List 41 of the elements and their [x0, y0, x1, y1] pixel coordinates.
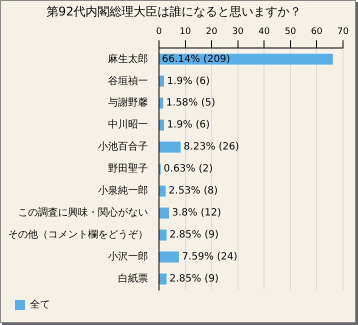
bar — [160, 120, 164, 131]
bar — [160, 252, 179, 263]
x-tick-label: 0 — [156, 27, 162, 38]
y-tick-label: 麻生太郎 — [108, 52, 148, 65]
data-label: 1.58% (5) — [166, 98, 216, 109]
x-tick-label: 30 — [232, 27, 244, 38]
bar — [160, 98, 164, 109]
data-label: 1.9% (6) — [166, 76, 210, 87]
y-tick-label: 与謝野馨 — [108, 96, 148, 109]
x-tick-label: 10 — [180, 27, 192, 38]
bar — [160, 274, 166, 285]
y-tick-label: 野田聖子 — [108, 162, 148, 175]
y-tick-label: 小池百合子 — [98, 140, 148, 153]
y-tick-label: その他（コメント欄をどうぞ） — [8, 228, 148, 241]
data-label: 3.8% (12) — [172, 208, 222, 219]
y-tick-label: 白紙票 — [118, 272, 148, 285]
bar — [160, 208, 169, 219]
data-label: 66.14% (209) — [162, 54, 230, 65]
x-tick-label: 20 — [206, 27, 218, 38]
y-tick-label: 中川昭一 — [108, 118, 148, 131]
x-tick-label: 50 — [284, 27, 296, 38]
data-label: 8.23% (26) — [184, 142, 240, 153]
y-tick-label: 谷垣禎一 — [108, 74, 148, 87]
x-tick-label: 60 — [310, 27, 323, 38]
bar — [160, 76, 164, 87]
legend-label: 全て — [30, 298, 50, 311]
bar — [160, 230, 166, 241]
bar — [160, 186, 166, 197]
y-tick-label: この調査に興味・関心がない — [18, 206, 148, 219]
data-label: 2.85% (9) — [169, 230, 219, 241]
x-tick-label: 40 — [258, 27, 270, 38]
data-label: 2.53% (8) — [168, 186, 218, 197]
data-label: 0.63% (2) — [164, 164, 213, 175]
bar — [160, 142, 181, 153]
data-label: 7.59% (24) — [182, 252, 238, 263]
y-tick-label: 小泉純一郎 — [98, 184, 148, 197]
x-tick-label: 70 — [337, 27, 349, 38]
data-label: 1.9% (6) — [166, 120, 210, 131]
data-label: 2.85% (9) — [169, 274, 219, 285]
y-tick-label: 小沢一郎 — [108, 250, 148, 263]
chart-title: 第92代内閣総理大臣は誰になると思いますか？ — [46, 4, 302, 18]
